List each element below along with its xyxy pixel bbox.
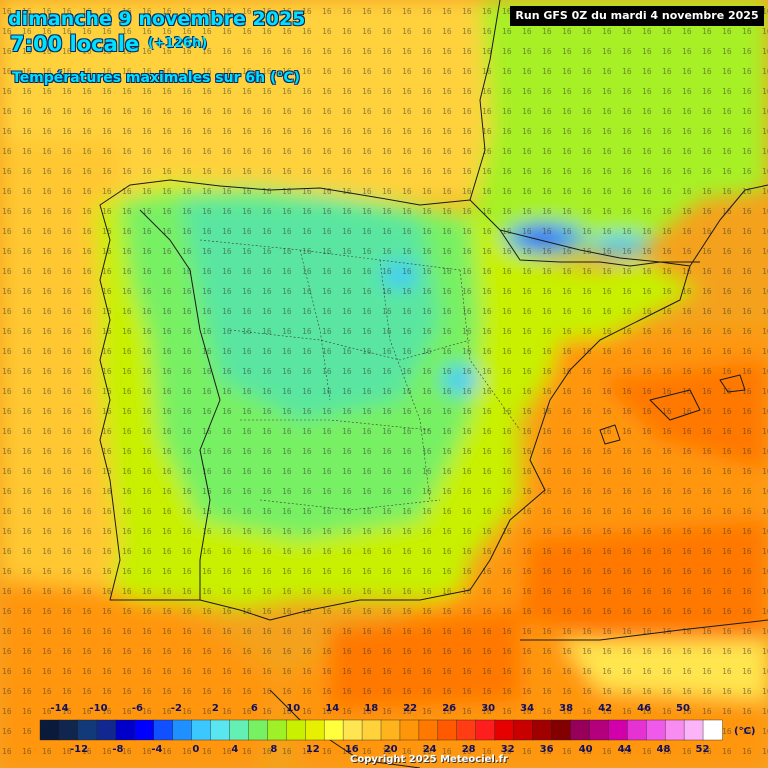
- legend-top-ticks: -14 -10 -6 -2 2 6 10 14 18 22 26 30 34 38 42 46 50: [0, 703, 768, 717]
- legend-tick-label: 48: [656, 744, 671, 755]
- region-borders: [199, 239, 521, 511]
- legend-tick-label: -12: [69, 744, 89, 755]
- legend-tick-label: 28: [461, 744, 476, 755]
- legend-tick-label: 2: [211, 703, 219, 714]
- balearic-ibiza: [599, 424, 621, 445]
- legend-tick-label: 24: [422, 744, 437, 755]
- legend-swatch: [342, 719, 363, 741]
- legend-swatch: [683, 719, 704, 741]
- legend-swatch: [361, 719, 382, 741]
- legend-swatch: [115, 719, 136, 741]
- legend-swatch: [437, 719, 458, 741]
- run-label: Run GFS 0Z du mardi 4 novembre 2025: [510, 6, 764, 26]
- legend-tick-label: 26: [442, 703, 457, 714]
- legend-swatch: [210, 719, 231, 741]
- legend-tick-label: 0: [192, 744, 200, 755]
- legend-swatch: [570, 719, 591, 741]
- legend-swatch: [172, 719, 193, 741]
- pyrenees-border: [499, 229, 700, 263]
- legend-swatch: [39, 719, 60, 741]
- med-coast-france: [689, 184, 768, 267]
- legend-swatch: [418, 719, 439, 741]
- legend-tick-label: -6: [131, 703, 143, 714]
- legend-tick-label: 32: [500, 744, 515, 755]
- legend-tick-label: 8: [270, 744, 278, 755]
- legend-swatch: [513, 719, 534, 741]
- legend-swatch: [475, 719, 496, 741]
- legend-tick-label: 20: [383, 744, 398, 755]
- legend-tick-label: 16: [344, 744, 359, 755]
- legend-tick-label: 22: [403, 703, 418, 714]
- legend-swatch: [646, 719, 666, 741]
- legend-swatch: [191, 719, 212, 741]
- legend-tick-label: 52: [695, 744, 710, 755]
- legend-tick-label: 34: [520, 703, 535, 714]
- legend-tick-label: -2: [170, 703, 182, 714]
- legend-tick-label: 18: [364, 703, 379, 714]
- legend-swatch: [456, 719, 477, 741]
- legend-swatch: [702, 719, 723, 741]
- legend-swatch: [589, 719, 610, 741]
- temperature-legend-bar: [39, 719, 723, 741]
- legend-tick-label: 46: [637, 703, 652, 714]
- legend-tick-label: -14: [50, 703, 69, 714]
- legend-swatch: [627, 719, 647, 741]
- legend-swatch: [153, 719, 174, 741]
- legend-swatch: [134, 719, 155, 741]
- legend-swatch: [532, 719, 553, 741]
- france-coastline: [469, 0, 501, 201]
- legend-swatch: [494, 719, 515, 741]
- legend-tick-label: -8: [112, 744, 124, 755]
- iberia-coastline: [99, 179, 691, 621]
- balearic-menorca: [719, 374, 746, 393]
- legend-tick-label: 44: [617, 744, 632, 755]
- legend-swatch: [551, 719, 572, 741]
- legend-swatch: [608, 719, 628, 741]
- legend-swatch: [267, 719, 287, 741]
- legend-unit: (°C): [734, 726, 756, 737]
- forecast-offset: (+126h): [148, 36, 208, 51]
- portugal-border: [139, 209, 221, 600]
- legend-swatch: [229, 719, 250, 741]
- legend-swatch: [380, 719, 401, 741]
- copyright: Copyright 2025 Meteociel.fr: [350, 754, 508, 765]
- legend-tick-label: 4: [231, 744, 239, 755]
- legend-tick-label: 42: [598, 703, 613, 714]
- legend-swatch: [664, 719, 685, 741]
- legend-swatch: [286, 719, 306, 741]
- legend-tick-label: 12: [305, 744, 320, 755]
- legend-tick-label: 30: [481, 703, 496, 714]
- legend-swatch: [399, 719, 420, 741]
- legend-tick-label: 6: [250, 703, 258, 714]
- legend-swatch: [305, 719, 325, 741]
- forecast-date: dimanche 9 novembre 2025: [8, 8, 306, 30]
- legend-swatch: [77, 719, 98, 741]
- forecast-time: 7:00 locale: [10, 32, 140, 56]
- legend-tick-label: 10: [286, 703, 301, 714]
- legend-tick-label: 40: [578, 744, 593, 755]
- legend-swatch: [58, 719, 79, 741]
- legend-tick-label: -4: [151, 744, 163, 755]
- legend-tick-label: 50: [676, 703, 690, 714]
- legend-tick-label: 14: [325, 703, 340, 714]
- map-subtitle: Températures maximales sur 6h (°C): [12, 70, 301, 86]
- legend-bottom-ticks: -12 -8 -4 0 4 8 12 16 20 24 28 32 36 40 44 48 52: [0, 744, 768, 758]
- legend-swatch: [96, 719, 117, 741]
- legend-tick-label: 36: [539, 744, 554, 755]
- legend-swatch: [323, 719, 344, 741]
- legend-swatch: [248, 719, 269, 741]
- legend-tick-label: 38: [559, 703, 574, 714]
- legend-tick-label: -10: [89, 703, 108, 714]
- balearic-mallorca: [649, 389, 701, 421]
